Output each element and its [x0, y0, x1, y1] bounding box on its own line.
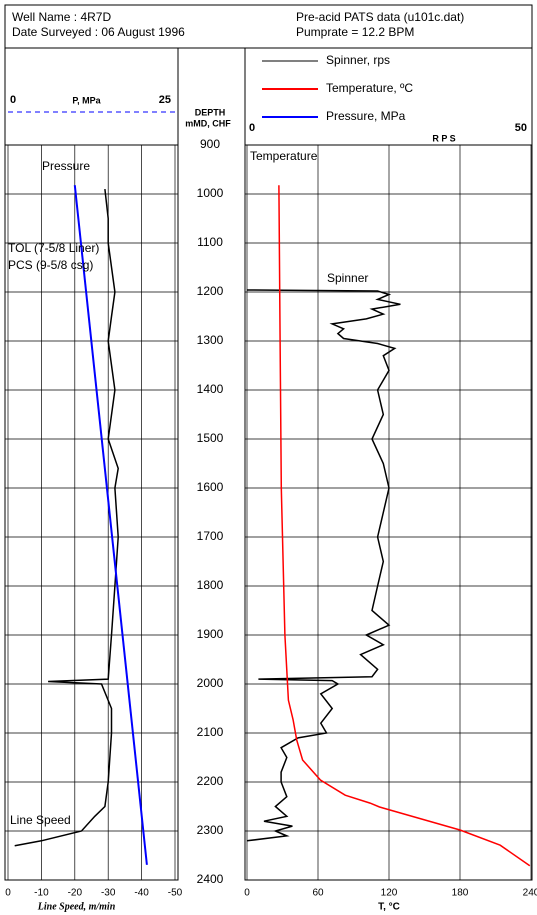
x-tick-label: 240 — [523, 888, 537, 899]
depth-tick-label: 1300 — [197, 333, 224, 347]
annotation: Pressure — [42, 159, 90, 173]
x2-tick-label: 0 — [10, 94, 16, 106]
legend-label: Pressure, MPa — [326, 109, 406, 123]
x-tick-label: -20 — [68, 888, 83, 899]
x-tick-label: -40 — [134, 888, 149, 899]
header-text: Pumprate = 12.2 BPM — [296, 25, 414, 39]
track-frame — [4, 144, 179, 881]
depth-tick-label: 1600 — [197, 480, 224, 494]
annotation: TOL (7-5/8 Liner) — [8, 241, 99, 255]
legend-label: Temperature, ºC — [326, 81, 413, 95]
x-axis-label: T, °C — [378, 902, 400, 913]
header-text: Pre-acid PATS data (u101c.dat) — [296, 10, 464, 24]
series-line — [73, 185, 148, 865]
header-text: Date Surveyed : 06 August 1996 — [12, 25, 185, 39]
x2-tick-label: 0 — [249, 122, 255, 134]
depth-tick-label: 1400 — [197, 382, 224, 396]
depth-tick-label: 1700 — [197, 529, 224, 543]
x-tick-label: -10 — [34, 888, 49, 899]
x2-axis-label: P, MPa — [72, 95, 101, 105]
x-tick-label: 0 — [244, 888, 250, 899]
depth-tick-label: 1100 — [197, 235, 223, 249]
x2-axis-label: R P S — [432, 133, 455, 143]
x-tick-label: -50 — [168, 888, 183, 899]
series-line — [246, 289, 401, 842]
series-line — [14, 189, 119, 847]
depth-tick-label: 1800 — [197, 578, 224, 592]
x-tick-label: 180 — [452, 888, 469, 899]
depth-tick-label: 1200 — [197, 284, 224, 298]
annotation: Temperature — [250, 149, 318, 163]
depth-tick-label: 900 — [200, 137, 220, 151]
x-tick-label: -30 — [101, 888, 116, 899]
x2-tick-label: 50 — [515, 122, 527, 134]
legend-label: Spinner, rps — [326, 53, 390, 67]
annotation: PCS (9-5/8 csg) — [8, 258, 93, 272]
annotation: Spinner — [327, 271, 368, 285]
depth-tick-label: 1000 — [197, 186, 224, 200]
depth-unit: mMD, CHF — [185, 118, 231, 128]
depth-tick-label: 2300 — [197, 823, 224, 837]
depth-tick-label: 1900 — [197, 627, 224, 641]
series-line — [278, 185, 531, 867]
x-tick-label: 120 — [381, 888, 398, 899]
header-text: Well Name : 4R7D — [12, 10, 111, 24]
x-tick-label: 0 — [5, 888, 11, 899]
depth-tick-label: 1500 — [197, 431, 224, 445]
depth-label: DEPTH — [195, 107, 226, 117]
depth-tick-label: 2400 — [197, 872, 224, 886]
depth-tick-label: 2200 — [197, 774, 224, 788]
x2-tick-label: 25 — [159, 94, 171, 106]
track-frame — [244, 144, 533, 881]
x-axis-label: Line Speed, m/min — [37, 901, 116, 912]
x-tick-label: 60 — [312, 888, 324, 899]
header-box — [4, 4, 533, 49]
depth-tick-label: 2100 — [197, 725, 224, 739]
depth-tick-label: 2000 — [197, 676, 224, 690]
annotation: Line Speed — [10, 813, 71, 827]
